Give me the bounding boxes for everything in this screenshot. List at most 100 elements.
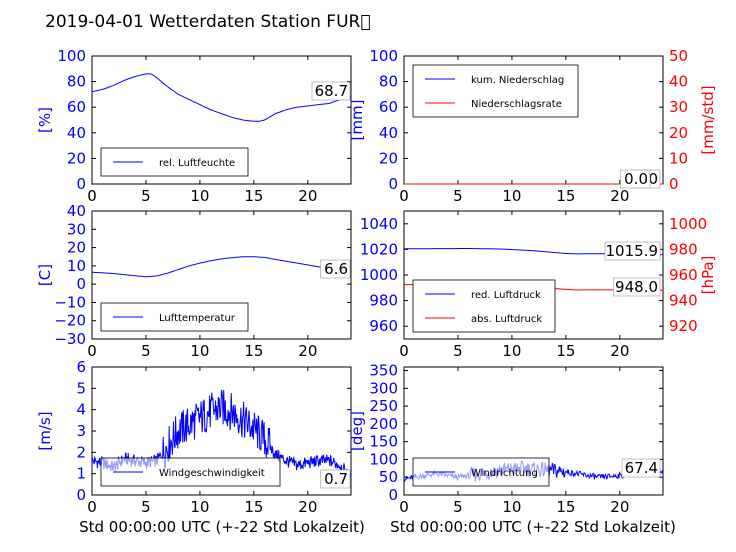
y2-tick-label: 10 bbox=[669, 149, 688, 167]
x-tick-label: 15 bbox=[244, 342, 263, 360]
x-tick-label: 10 bbox=[502, 498, 521, 516]
legend: Windrichtung bbox=[412, 457, 550, 487]
y2-tick-label: 960 bbox=[669, 266, 698, 284]
y-tick-label: 1000 bbox=[360, 266, 398, 284]
panel-4: 0 5 10 15 20 960 980 1000 1020 1040 920 940 960 980 10… bbox=[360, 210, 717, 360]
y-axis-label: [%] bbox=[36, 107, 54, 133]
y2-axis-label: [mm/std] bbox=[699, 85, 717, 154]
x-tick-label: 20 bbox=[298, 498, 317, 516]
legend-label: kum. Niederschlag bbox=[471, 75, 564, 86]
y-tick-label: 960 bbox=[369, 317, 398, 335]
y-tick-label: 980 bbox=[369, 292, 398, 310]
panel-6: 0 5 10 15 20050100150200250300350[deg]67.4Wi… bbox=[348, 362, 664, 516]
y2-tick-label: 50 bbox=[669, 47, 688, 65]
y-axis-label: [C] bbox=[36, 264, 54, 286]
x-tick-label: 5 bbox=[141, 498, 151, 516]
x-tick-label: 10 bbox=[190, 498, 209, 516]
plot-frame bbox=[91, 210, 352, 340]
x-tick-label: 15 bbox=[244, 498, 263, 516]
y2-tick-label: 980 bbox=[669, 240, 698, 258]
y-tick-label: 1020 bbox=[360, 240, 398, 258]
x-tick-label: 5 bbox=[141, 342, 151, 360]
last-value-2: 948.0 bbox=[615, 278, 658, 296]
y-tick-label: 250 bbox=[369, 397, 398, 415]
y-tick-label: 10 bbox=[67, 257, 86, 275]
legend-frame bbox=[412, 64, 579, 118]
x-tick-label: 20 bbox=[610, 342, 629, 360]
x-tick-label: 20 bbox=[610, 498, 629, 516]
y2-tick-label: 0 bbox=[669, 175, 679, 193]
y-tick-label: 0 bbox=[76, 275, 86, 293]
x-tick-label: 0 bbox=[399, 498, 409, 516]
legend-label: abs. Luftdruck bbox=[471, 314, 542, 325]
legend: rel. Luftfeuchte bbox=[100, 147, 249, 177]
y-tick-label: 100 bbox=[57, 47, 86, 65]
y-tick-label: 80 bbox=[379, 73, 398, 91]
last-value-box bbox=[320, 259, 351, 279]
last-value-box bbox=[311, 81, 351, 101]
x-tick-label: 10 bbox=[190, 187, 209, 205]
y-tick-label: 300 bbox=[369, 379, 398, 397]
x-tick-label: 15 bbox=[244, 187, 263, 205]
y2-tick-label: 20 bbox=[669, 124, 688, 142]
y-tick-label: 80 bbox=[67, 73, 86, 91]
y-tick-label: 2 bbox=[76, 443, 86, 461]
y-tick-label: 1040 bbox=[360, 215, 398, 233]
x-tick-label: 20 bbox=[610, 187, 629, 205]
y-tick-label: 0 bbox=[76, 486, 86, 504]
legend-label: Windgeschwindigkeit bbox=[159, 468, 265, 479]
x-tick-label: 0 bbox=[87, 498, 97, 516]
x-tick-label: 0 bbox=[399, 187, 409, 205]
legend-frame bbox=[412, 279, 556, 333]
y-axis-label: [deg] bbox=[348, 411, 366, 451]
y-tick-label: 60 bbox=[67, 98, 86, 116]
y-tick-label: 6 bbox=[76, 358, 86, 376]
plot-frame bbox=[403, 366, 664, 496]
x-tick-label: 15 bbox=[556, 187, 575, 205]
x-tick-label: 20 bbox=[298, 187, 317, 205]
last-value: 1015.9 bbox=[606, 242, 659, 260]
y2-tick-label: 30 bbox=[669, 98, 688, 116]
x-tick-label: 10 bbox=[502, 187, 521, 205]
x-tick-label: 0 bbox=[399, 342, 409, 360]
last-value-box bbox=[320, 469, 351, 489]
x-axis-label-left: Std 00:00:00 UTC (+-22 Std Lokalzeit) bbox=[79, 518, 365, 536]
legend-label: rel. Luftfeuchte bbox=[159, 158, 235, 169]
last-value-2-box bbox=[613, 277, 661, 297]
y-tick-label: 20 bbox=[67, 239, 86, 257]
y2-tick-label: 1000 bbox=[669, 215, 707, 233]
x-tick-label: 5 bbox=[453, 342, 463, 360]
y-tick-label: 150 bbox=[369, 433, 398, 451]
x-tick-label: 0 bbox=[87, 187, 97, 205]
x-tick-label: 20 bbox=[298, 342, 317, 360]
legend-label: red. Luftdruck bbox=[471, 290, 541, 301]
legend-label: Niederschlagsrate bbox=[471, 99, 562, 110]
y2-axis-label: [hPa] bbox=[699, 256, 717, 295]
panel-5: 0 5 10 15 200123456[m/s]0.7Windgeschwindigke… bbox=[36, 358, 352, 516]
last-value: 6.6 bbox=[324, 260, 348, 278]
x-tick-label: 15 bbox=[556, 498, 575, 516]
y-tick-label: 100 bbox=[369, 47, 398, 65]
y-tick-label: 30 bbox=[67, 220, 86, 238]
y-tick-label: 1 bbox=[76, 465, 86, 483]
panel-1: 0 5 10 15 20 0 20 40 60 80 100 [%] 68.7 rel. Luftfeuc… bbox=[36, 47, 352, 205]
y-tick-label: 50 bbox=[379, 468, 398, 486]
y-tick-label: 0 bbox=[388, 175, 398, 193]
y-tick-label: 40 bbox=[67, 124, 86, 142]
y-tick-label: 3 bbox=[76, 422, 86, 440]
legend: Windgeschwindigkeit bbox=[100, 457, 281, 487]
y-tick-label: 4 bbox=[76, 401, 86, 419]
last-value-2-box bbox=[620, 169, 651, 189]
last-value-box bbox=[604, 241, 661, 261]
y-tick-label: 0 bbox=[388, 486, 398, 504]
x-tick-label: 5 bbox=[453, 498, 463, 516]
legend-label: Windrichtung bbox=[471, 468, 538, 479]
last-value: 0.7 bbox=[324, 470, 348, 488]
y-tick-label: 40 bbox=[67, 202, 86, 220]
y-tick-label: 60 bbox=[379, 98, 398, 116]
legend-frame bbox=[100, 147, 249, 177]
last-value: 68.7 bbox=[315, 82, 348, 100]
y-tick-label: 350 bbox=[369, 362, 398, 380]
legend: kum. Niederschlag Niederschlagsrate bbox=[412, 64, 579, 118]
